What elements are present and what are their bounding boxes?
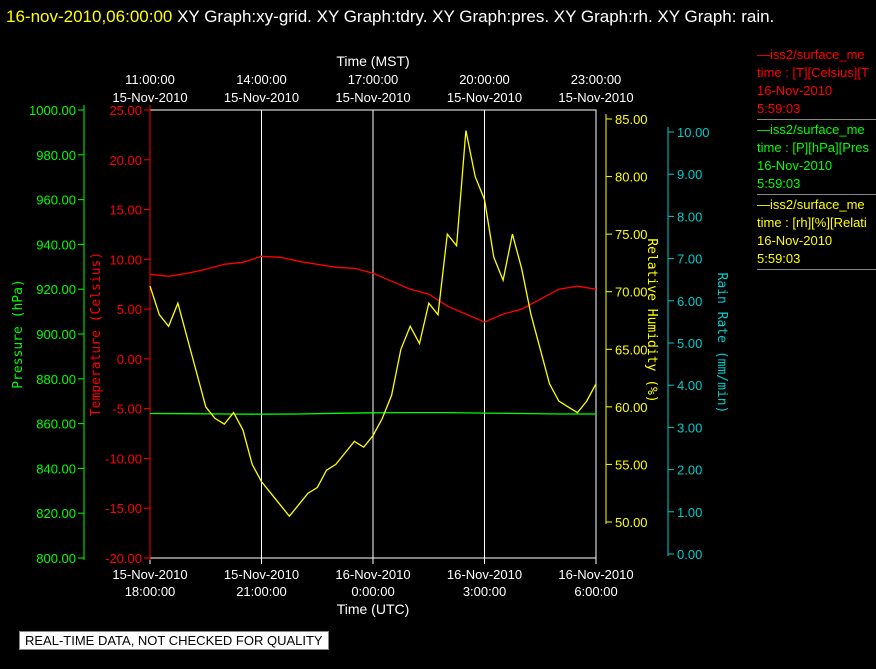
humidity-tick-label: 70.00: [615, 285, 648, 300]
rain-tick-label: 3.00: [677, 420, 702, 435]
temperature-tick-label: -10.00: [105, 451, 142, 466]
temperature-tick-label: 0.00: [117, 352, 142, 367]
pressure-tick-label: 980.00: [36, 148, 76, 163]
humidity-tick-label: 60.00: [615, 400, 648, 415]
legend-line3: 16-Nov-2010: [757, 233, 833, 248]
pressure-tick-label: 920.00: [36, 282, 76, 297]
rain-tick-label: 2.00: [677, 463, 702, 478]
top-tick-time: 11:00:00: [125, 72, 175, 87]
top-tick-date: 15-Nov-2010: [112, 90, 187, 105]
bottom-tick-time: 6:00:00: [574, 584, 617, 599]
series-humidity: [149, 130, 597, 518]
series-pressure: [149, 411, 596, 415]
temperature-tick-label: 10.00: [109, 252, 142, 267]
series-temperature: [149, 255, 597, 323]
legend-item-pressure: —iss2/surface_me time : [P][hPa][Pres 16…: [757, 121, 876, 195]
top-tick-time: 14:00:00: [236, 72, 287, 87]
temperature-tick-label: -20.00: [105, 551, 142, 566]
rain-tick-label: 5.00: [677, 336, 702, 351]
legend-line3: 16-Nov-2010: [757, 158, 833, 173]
humidity-tick-label: 50.00: [615, 515, 648, 530]
temperature-tick-label: -5.00: [112, 402, 142, 417]
axes: [78, 105, 674, 564]
legend-line1: —iss2/surface_me: [757, 47, 865, 62]
bottom-tick-date: 15-Nov-2010: [224, 567, 299, 582]
rain-tick-label: 10.00: [677, 125, 710, 140]
pressure-tick-label: 880.00: [36, 372, 76, 387]
legend-line4: 5:59:03: [757, 101, 801, 116]
chart-title: 16-nov-2010,06:00:00 XY Graph:xy-grid. X…: [6, 2, 866, 32]
bottom-tick-date: 15-Nov-2010: [112, 567, 187, 582]
title-graph-list: XY Graph:xy-grid. XY Graph:tdry. XY Grap…: [177, 7, 775, 26]
humidity-tick-label: 80.00: [615, 170, 648, 185]
temperature-tick-label: 20.00: [109, 153, 142, 168]
legend: —iss2/surface_me time : [T][Celsius][T 1…: [757, 46, 876, 271]
rain-tick-label: 6.00: [677, 294, 702, 309]
pressure-tick-label: 940.00: [36, 237, 76, 252]
temperature-axis-title: Temperature (Celsius): [89, 252, 104, 416]
rain-tick-label: 9.00: [677, 167, 702, 182]
bottom-axis-title: Time (UTC): [337, 601, 410, 617]
top-tick-date: 15-Nov-2010: [558, 90, 633, 105]
rain-tick-label: 1.00: [677, 505, 702, 520]
rain-tick-label: 7.00: [677, 252, 702, 267]
legend-line2: time : [rh][%][Relati: [757, 215, 867, 230]
legend-line3: 16-Nov-2010: [757, 83, 833, 98]
pressure-tick-label: 960.00: [36, 193, 76, 208]
top-tick-date: 15-Nov-2010: [447, 90, 522, 105]
top-tick-date: 15-Nov-2010: [335, 90, 410, 105]
rain-tick-label: 4.00: [677, 378, 702, 393]
pressure-tick-label: 900.00: [36, 327, 76, 342]
bottom-tick-date: 16-Nov-2010: [558, 567, 633, 582]
legend-item-temperature: —iss2/surface_me time : [T][Celsius][T 1…: [757, 46, 876, 120]
temperature-tick-label: 5.00: [117, 302, 142, 317]
legend-line2: time : [P][hPa][Pres: [757, 140, 869, 155]
temperature-tick-label: 15.00: [109, 203, 142, 218]
pressure-tick-label: 1000.00: [29, 103, 76, 118]
humidity-tick-label: 65.00: [615, 342, 648, 357]
top-tick-time: 17:00:00: [348, 72, 399, 87]
pressure-tick-label: 840.00: [36, 461, 76, 476]
legend-item-humidity: —iss2/surface_me time : [rh][%][Relati 1…: [757, 196, 876, 270]
temperature-tick-label: -15.00: [105, 501, 142, 516]
quality-disclaimer: REAL-TIME DATA, NOT CHECKED FOR QUALITY: [19, 631, 329, 650]
pressure-tick-label: 820.00: [36, 506, 76, 521]
pressure-tick-label: 800.00: [36, 551, 76, 566]
humidity-tick-label: 85.00: [615, 112, 648, 127]
rain-axis-title: Rain Rate (mm/min): [714, 273, 729, 414]
top-tick-time: 20:00:00: [459, 72, 510, 87]
bottom-tick-date: 16-Nov-2010: [447, 567, 522, 582]
legend-line4: 5:59:03: [757, 176, 801, 191]
top-tick-time: 23:00:00: [571, 72, 622, 87]
humidity-axis-title: Relative Humidity (%): [644, 238, 659, 402]
bottom-tick-time: 18:00:00: [125, 584, 176, 599]
pressure-tick-label: 860.00: [36, 417, 76, 432]
temperature-tick-label: 25.00: [109, 103, 142, 118]
humidity-tick-label: 55.00: [615, 457, 648, 472]
rain-tick-label: 0.00: [677, 547, 702, 562]
bottom-tick-time: 21:00:00: [236, 584, 287, 599]
data-series: [149, 130, 597, 518]
top-axis-title: Time (MST): [336, 53, 409, 69]
pressure-axis-title: Pressure (hPa): [11, 279, 26, 389]
bottom-tick-time: 0:00:00: [351, 584, 394, 599]
legend-line1: —iss2/surface_me: [757, 197, 865, 212]
top-tick-date: 15-Nov-2010: [224, 90, 299, 105]
rain-tick-label: 8.00: [677, 209, 702, 224]
grid-lines: [149, 109, 597, 559]
legend-line1: —iss2/surface_me: [757, 122, 865, 137]
axis-labels: 11:00:00 15-Nov-2010 14:00:00 15-Nov-2010 17…: [11, 53, 729, 617]
legend-line2: time : [T][Celsius][T: [757, 65, 869, 80]
title-timestamp: 16-nov-2010,06:00:00: [6, 7, 173, 26]
bottom-tick-date: 16-Nov-2010: [335, 567, 410, 582]
legend-line4: 5:59:03: [757, 251, 801, 266]
humidity-tick-label: 75.00: [615, 227, 648, 242]
bottom-tick-time: 3:00:00: [463, 584, 506, 599]
